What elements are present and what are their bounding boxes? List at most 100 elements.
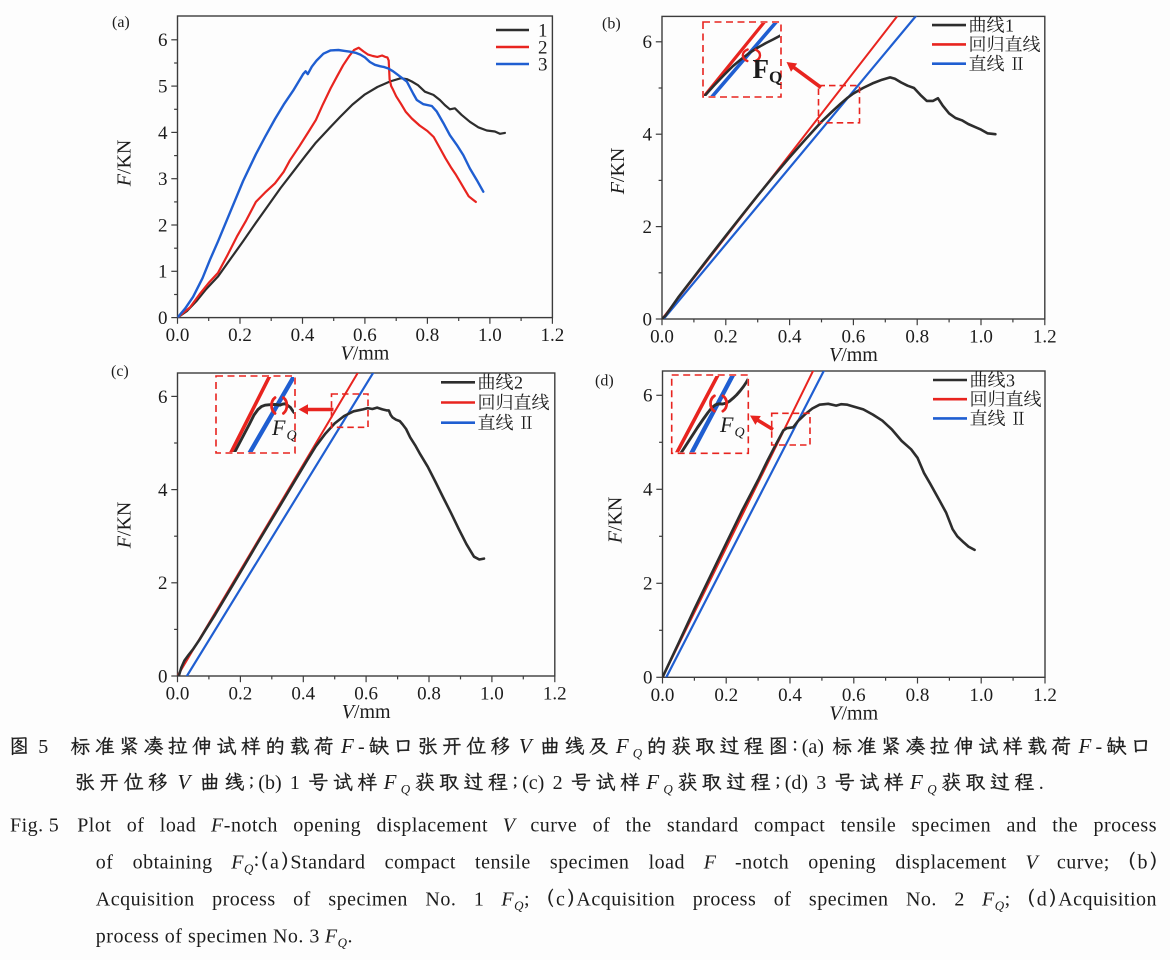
svg-text:(a): (a) — [802, 736, 824, 758]
svg-text:0.2: 0.2 — [228, 325, 252, 346]
svg-text:F: F — [719, 412, 734, 437]
svg-text:0.0: 0.0 — [650, 327, 674, 348]
svg-text:(d): (d) — [595, 373, 614, 390]
svg-text:/KN: /KN — [605, 497, 627, 531]
svg-text:-: - — [1096, 736, 1103, 758]
svg-text:0.8: 0.8 — [417, 684, 441, 705]
svg-text:F: F — [230, 851, 244, 873]
svg-text:1.2: 1.2 — [1033, 327, 1057, 348]
svg-text:/mm: /mm — [841, 344, 878, 366]
svg-text:F: F — [340, 734, 354, 758]
svg-text:4: 4 — [643, 125, 653, 146]
svg-text:Q: Q — [514, 898, 524, 913]
svg-text:V: V — [1026, 851, 1041, 873]
svg-text:Q: Q — [633, 746, 643, 761]
svg-text:V: V — [342, 701, 357, 723]
svg-text:(b): (b) — [258, 772, 281, 794]
svg-text:Fig.: Fig. — [10, 814, 44, 836]
svg-text:Q: Q — [735, 426, 745, 441]
svg-text:(c): (c) — [522, 772, 544, 794]
svg-text:0.8: 0.8 — [416, 325, 440, 346]
svg-text:Q: Q — [769, 68, 782, 87]
svg-text:/KN: /KN — [607, 148, 629, 182]
svg-text:/KN: /KN — [114, 502, 136, 536]
svg-text:Q: Q — [401, 782, 411, 797]
svg-text:Acquisition: Acquisition — [1058, 888, 1157, 910]
svg-text:c: c — [556, 888, 565, 910]
svg-text:0: 0 — [158, 666, 168, 687]
svg-text:Acquisition process of specime: Acquisition process of specimen No. 2 — [576, 888, 965, 910]
svg-text:0.8: 0.8 — [905, 327, 929, 348]
svg-text:0.4: 0.4 — [291, 325, 315, 346]
svg-text:V: V — [178, 770, 193, 794]
svg-text:curve;: curve; — [1057, 851, 1110, 873]
svg-text:F: F — [645, 770, 659, 794]
svg-text:F: F — [1078, 734, 1092, 758]
svg-text:4: 4 — [158, 123, 168, 144]
svg-text:b: b — [1138, 851, 1149, 873]
svg-text:V: V — [341, 343, 356, 365]
svg-text:5: 5 — [158, 77, 168, 98]
svg-text:Q: Q — [244, 861, 254, 876]
svg-text:curve of the standard compact: curve of the standard compact tensile sp… — [530, 814, 1157, 836]
svg-text:;: ; — [1005, 888, 1011, 910]
svg-text:F: F — [605, 530, 627, 544]
svg-text:-: - — [358, 736, 365, 758]
svg-text:(b): (b) — [602, 16, 621, 33]
svg-text:Q: Q — [663, 782, 673, 797]
svg-text:.: . — [348, 925, 354, 947]
svg-text:(d): (d) — [785, 772, 808, 794]
svg-text:5: 5 — [49, 814, 60, 836]
svg-text:0.6: 0.6 — [353, 325, 377, 346]
svg-text:F: F — [615, 734, 629, 758]
svg-text:Q: Q — [338, 935, 348, 950]
svg-text:F: F — [114, 535, 136, 549]
svg-text:F: F — [271, 415, 286, 440]
svg-text:F: F — [114, 173, 136, 187]
svg-text:2: 2 — [643, 574, 653, 595]
svg-text:-notch opening displacement: -notch opening displacement — [224, 814, 488, 836]
svg-text:1: 1 — [158, 262, 168, 283]
svg-text:Standard compact tensile speci: Standard compact tensile specimen load — [290, 851, 685, 873]
svg-text:2: 2 — [514, 373, 523, 393]
svg-text:2: 2 — [538, 38, 548, 59]
svg-text:0.2: 0.2 — [714, 327, 738, 348]
svg-text:.: . — [1039, 772, 1044, 794]
svg-text:4: 4 — [643, 480, 653, 501]
svg-text:3: 3 — [158, 169, 168, 190]
svg-text:F: F — [210, 814, 224, 836]
svg-text:0.2: 0.2 — [714, 685, 738, 706]
svg-text:F: F — [909, 770, 923, 794]
svg-text:2: 2 — [553, 772, 563, 794]
svg-text:0.0: 0.0 — [166, 325, 190, 346]
svg-text:0.6: 0.6 — [842, 685, 866, 706]
svg-text:V: V — [503, 814, 518, 836]
svg-text:6: 6 — [643, 386, 653, 407]
svg-text:2: 2 — [158, 215, 168, 236]
svg-text:0: 0 — [643, 309, 653, 330]
svg-text:0.6: 0.6 — [842, 327, 866, 348]
svg-text:1.2: 1.2 — [541, 325, 565, 346]
svg-text:2: 2 — [158, 573, 168, 594]
svg-text:6: 6 — [158, 30, 168, 51]
svg-text:V: V — [829, 344, 844, 366]
svg-text:/KN: /KN — [114, 140, 136, 174]
svg-text:F: F — [324, 925, 338, 947]
svg-text:d: d — [1037, 888, 1048, 910]
svg-text:of obtaining: of obtaining — [96, 851, 213, 873]
svg-text:0.2: 0.2 — [229, 684, 253, 705]
svg-text:(a): (a) — [112, 14, 130, 31]
svg-text:/mm: /mm — [353, 343, 390, 365]
svg-text:0.0: 0.0 — [651, 685, 675, 706]
svg-text:3: 3 — [816, 772, 826, 794]
svg-text:0.6: 0.6 — [354, 684, 378, 705]
svg-text:F: F — [607, 181, 629, 195]
svg-text:0.4: 0.4 — [778, 685, 802, 706]
svg-text:2: 2 — [643, 217, 653, 238]
svg-text:F: F — [500, 888, 514, 910]
svg-text:0.4: 0.4 — [291, 684, 315, 705]
svg-text:1.0: 1.0 — [969, 685, 993, 706]
svg-text:0: 0 — [158, 308, 168, 329]
svg-text:1.0: 1.0 — [969, 327, 993, 348]
svg-text:1.0: 1.0 — [480, 684, 504, 705]
